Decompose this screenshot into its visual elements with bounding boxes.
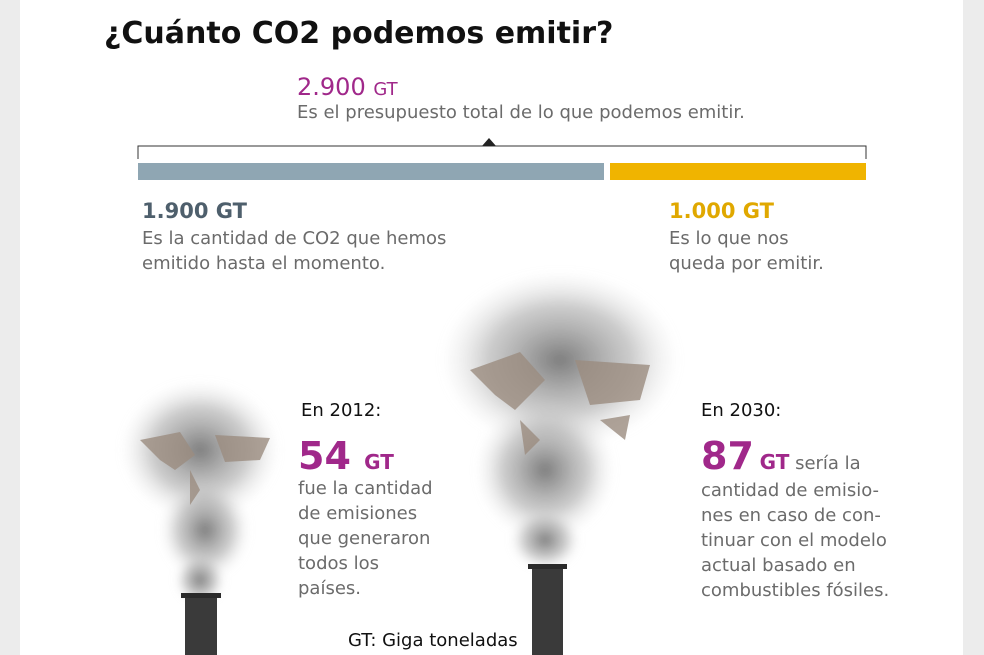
chimney-left-cap: [181, 593, 221, 598]
text-line: países.: [298, 578, 362, 599]
pointer: [482, 138, 496, 146]
number: 87: [701, 434, 754, 478]
smoke-right: [440, 270, 680, 570]
text-line: Es lo que nos: [669, 228, 789, 249]
text-line: combustibles fósiles.: [701, 580, 890, 601]
text-2012: fue la cantidad de emisiones que generaron…: [298, 476, 433, 601]
chimney-left: [185, 595, 217, 655]
text-line: queda por emitir.: [669, 253, 824, 274]
text-line: de emisiones: [298, 503, 418, 524]
heading-2030: En 2030:: [701, 400, 782, 421]
text-line: tinuar con el modelo: [701, 530, 887, 551]
number: 54: [298, 434, 351, 478]
remaining-text: Es lo que nos queda por emitir.: [669, 226, 824, 276]
lead: sería la: [795, 453, 861, 474]
unit: GT: [373, 79, 398, 100]
smoke-left: [120, 380, 280, 605]
number: 2.900: [297, 73, 366, 101]
text-line: actual basado en: [701, 555, 856, 576]
text-line: todos los: [298, 553, 379, 574]
bracket: [137, 145, 867, 159]
chimney-right-cap: [528, 564, 567, 569]
budget-value: 2.900 GT: [297, 72, 398, 105]
budget-text: Es el presupuesto total de lo que podemo…: [297, 102, 745, 123]
text-line: nes en caso de con-: [701, 505, 881, 526]
heading-2012: En 2012:: [301, 400, 382, 421]
text-line: fue la cantidad: [298, 478, 433, 499]
emitted-value: 1.900 GT: [142, 199, 247, 223]
text-line: que generaron: [298, 528, 431, 549]
emitted-text: Es la cantidad de CO2 que hemos emitido h…: [142, 226, 446, 276]
title: ¿Cuánto CO2 podemos emitir?: [104, 16, 614, 51]
footnote: GT: Giga toneladas: [348, 630, 518, 651]
text-line: cantidad de emisio-: [701, 480, 880, 501]
text-line: emitido hasta el momento.: [142, 253, 386, 274]
remaining-value: 1.000 GT: [669, 199, 774, 223]
value-2030: 87 GT sería la: [701, 432, 861, 488]
text-2030: cantidad de emisio-nes en caso de con-ti…: [701, 478, 889, 603]
value-2012: 54 GT: [298, 432, 394, 486]
unit: GT: [759, 450, 790, 474]
unit: GT: [364, 450, 394, 474]
remaining-bar: [610, 163, 866, 180]
chimney-right: [532, 567, 563, 655]
world-maps: [140, 352, 650, 505]
text-line: Es la cantidad de CO2 que hemos: [142, 228, 447, 249]
emitted-bar: [138, 163, 604, 180]
